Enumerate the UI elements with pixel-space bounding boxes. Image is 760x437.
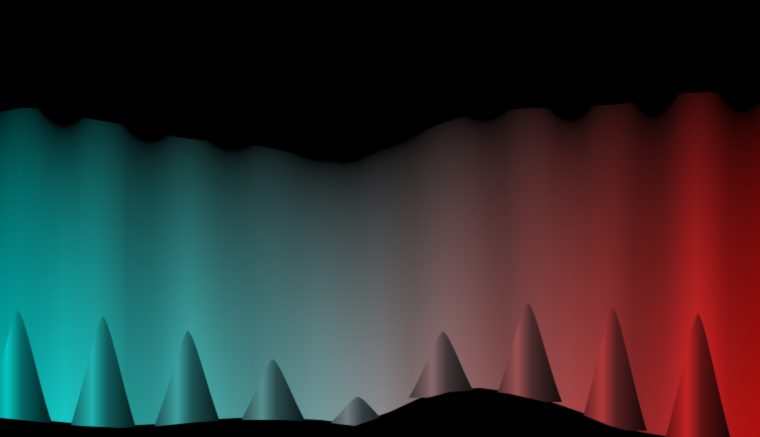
figure-canvas-container: Waterfall-style 3D surface of a modulate… [0,0,760,437]
surface-plot-canvas [0,0,760,437]
